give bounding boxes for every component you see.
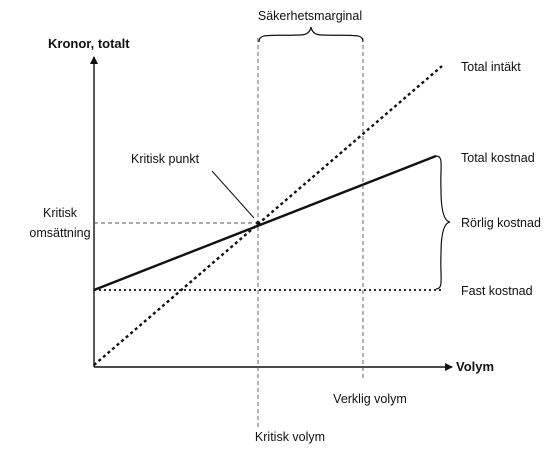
- x-axis-label: Volym: [456, 359, 494, 374]
- critical-turnover-label-line1: Kritisk: [43, 206, 78, 220]
- variable-cost-label: Rörlig kostnad: [461, 216, 541, 230]
- safety-margin-label: Säkerhetsmarginal: [258, 9, 362, 23]
- critical-point-marker: [256, 221, 260, 225]
- critical-point-pointer: [211, 170, 255, 219]
- critical-volume-label: Kritisk volym: [255, 430, 325, 444]
- total-cost-line: [93, 154, 437, 292]
- variable-cost-brace: [435, 155, 451, 290]
- total-revenue-line: [93, 65, 443, 366]
- critical-turnover-label-line2: omsättning: [29, 226, 90, 240]
- fixed-cost-label: Fast kostnad: [461, 284, 533, 298]
- total-revenue-label: Total intäkt: [461, 60, 521, 74]
- y-axis-label: Kronor, totalt: [48, 36, 130, 51]
- actual-volume-label: Verklig volym: [333, 392, 407, 406]
- total-cost-label: Total kostnad: [461, 151, 535, 165]
- safety-margin-brace: [258, 26, 364, 43]
- critical-point-label: Kritisk punkt: [131, 152, 200, 166]
